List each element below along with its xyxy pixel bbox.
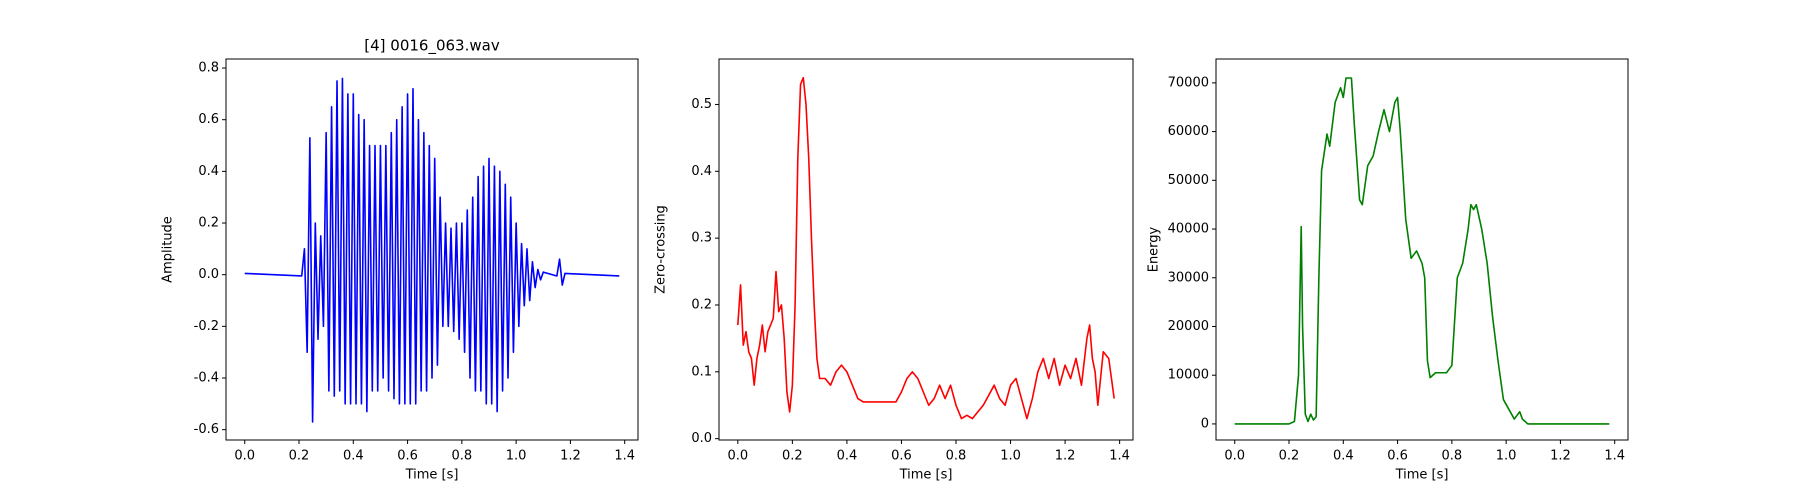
x-tick-label: 0.6 [1387, 449, 1408, 464]
x-tick-label: 1.0 [1000, 449, 1021, 464]
y-tick-label: 0.2 [691, 297, 712, 312]
axes-frame [718, 58, 1134, 441]
y-tick-label: -0.4 [194, 371, 219, 386]
x-tick-label: 1.2 [560, 449, 581, 464]
y-tick-label: 0.0 [691, 431, 712, 446]
y-tick-label: 0.5 [691, 97, 712, 112]
line-series [1234, 77, 1610, 425]
y-tick-label: 0.6 [198, 112, 219, 127]
y-tick-label: 10000 [1168, 368, 1209, 383]
y-tick-label: 60000 [1168, 124, 1209, 139]
x-tick-label: 0.2 [289, 449, 310, 464]
y-axis-label: Zero-crossing [654, 205, 669, 294]
x-tick-label: 1.4 [1604, 449, 1625, 464]
y-tick-label: 30000 [1168, 270, 1209, 285]
x-tick-label: 1.0 [1496, 449, 1517, 464]
y-tick-label: 0.2 [198, 216, 219, 231]
y-tick-label: 0.3 [691, 231, 712, 246]
x-tick-label: 1.2 [1550, 449, 1571, 464]
x-axis-label: Time [s] [899, 468, 953, 483]
x-tick-label: 0.8 [1442, 449, 1463, 464]
x-axis-label: Time [s] [405, 468, 459, 483]
y-tick-label: 0.1 [691, 364, 712, 379]
x-tick-label: 0.0 [234, 449, 255, 464]
x-tick-label: 0.2 [782, 449, 803, 464]
x-tick-label: 0.8 [946, 449, 967, 464]
x-tick-label: 1.0 [506, 449, 527, 464]
x-tick-label: 0.6 [397, 449, 418, 464]
y-tick-label: -0.2 [194, 319, 219, 334]
x-tick-label: 1.4 [614, 449, 635, 464]
line-series [244, 77, 620, 423]
chart-title: [4] 0016_063.wav [364, 37, 500, 56]
y-tick-label: 20000 [1168, 319, 1209, 334]
y-axis-label: Energy [1147, 226, 1162, 272]
x-tick-label: 0.4 [1333, 449, 1354, 464]
y-axis-label: Amplitude [161, 216, 176, 283]
y-tick-label: 0.4 [691, 164, 712, 179]
y-tick-label: 0.8 [198, 61, 219, 76]
x-tick-label: 0.2 [1279, 449, 1300, 464]
x-tick-label: 0.0 [1224, 449, 1245, 464]
x-tick-label: 0.4 [343, 449, 364, 464]
y-tick-label: -0.6 [194, 422, 219, 437]
x-tick-label: 1.2 [1055, 449, 1076, 464]
y-tick-label: 0.0 [198, 267, 219, 282]
y-tick-label: 40000 [1168, 222, 1209, 237]
line-series [737, 76, 1115, 420]
x-tick-label: 1.4 [1109, 449, 1130, 464]
y-tick-label: 50000 [1168, 173, 1209, 188]
x-tick-label: 0.4 [837, 449, 858, 464]
y-tick-label: 0 [1201, 416, 1209, 431]
axes-frame [1215, 58, 1629, 441]
x-tick-label: 0.8 [452, 449, 473, 464]
x-tick-label: 0.6 [891, 449, 912, 464]
y-tick-label: 70000 [1168, 75, 1209, 90]
axes-frame [225, 58, 639, 441]
x-axis-label: Time [s] [1395, 468, 1449, 483]
x-tick-label: 0.0 [727, 449, 748, 464]
y-tick-label: 0.4 [198, 164, 219, 179]
